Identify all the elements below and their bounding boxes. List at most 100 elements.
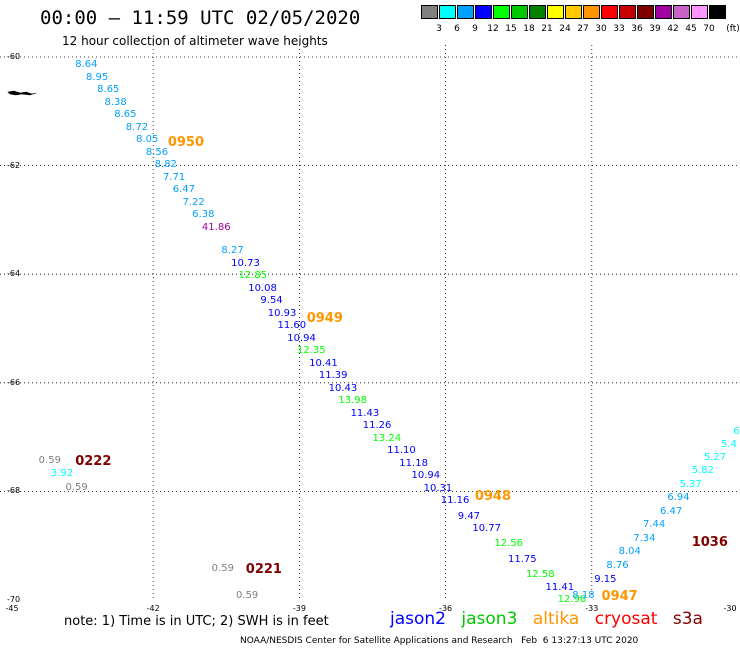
colorbar-swatch xyxy=(493,5,510,19)
colorbar-swatch xyxy=(529,5,546,19)
colorbar-label: 15 xyxy=(505,24,517,34)
wave-height-value: 5.37 xyxy=(679,478,702,490)
wave-height-value: 9.47 xyxy=(457,511,481,522)
wave-height-value: 7.22 xyxy=(182,196,205,208)
colorbar-label: 6 xyxy=(454,24,460,34)
longitude-label: -36 xyxy=(439,604,453,613)
longitude-label: -33 xyxy=(585,604,599,613)
wave-height-value: 7.44 xyxy=(642,519,666,531)
longitude-label: -42 xyxy=(146,604,160,613)
wave-height-value: 9.54 xyxy=(260,295,283,307)
wave-height-value: 11.75 xyxy=(507,554,537,566)
wave-height-value: 6 xyxy=(733,426,740,438)
colorbar-swatch xyxy=(691,5,708,19)
colorbar-swatch xyxy=(547,5,564,19)
wave-height-value: 10.73 xyxy=(231,257,260,269)
wave-height-value: 7.71 xyxy=(162,171,186,183)
wave-height-value: 12.58 xyxy=(526,568,555,580)
pass-time-label: 0947 xyxy=(601,589,638,605)
wave-height-value: 8.18 xyxy=(572,590,595,602)
wave-height-value: 11.43 xyxy=(350,407,380,419)
latitude-label: -60 xyxy=(7,52,21,61)
latitude-label: -64 xyxy=(7,269,21,279)
colorbar-swatch xyxy=(421,5,438,19)
wave-height-value: 9.15 xyxy=(594,573,617,585)
longitude-label: -30 xyxy=(723,604,737,613)
wave-height-value: 10.94 xyxy=(287,332,316,344)
legend-cryosat: cryosat xyxy=(594,609,658,629)
colorbar-swatch xyxy=(511,5,528,19)
wave-height-value: 11.60 xyxy=(277,320,307,332)
pass-time-label: 0948 xyxy=(474,488,512,504)
wave-height-value: 8.27 xyxy=(221,245,244,257)
pass-time-label: 0950 xyxy=(167,134,204,150)
colorbar-swatch xyxy=(583,5,600,19)
wave-height-value: 10.77 xyxy=(472,523,502,535)
latitude-label: -70 xyxy=(7,595,21,604)
colorbar-swatch xyxy=(457,5,474,19)
wave-height-value: 6.94 xyxy=(667,492,690,503)
colorbar-label: 12 xyxy=(487,24,499,34)
wave-height-value: 8.72 xyxy=(125,121,149,133)
wave-height-value: 6.47 xyxy=(172,184,195,196)
units-note: note: 1) Time is in UTC; 2) SWH is in fe… xyxy=(64,614,329,629)
colorbar-swatch xyxy=(439,5,456,19)
wave-height-value: 11.18 xyxy=(399,457,428,469)
wave-height-value: 0.59 xyxy=(211,563,234,575)
wave-height-value: 11.41 xyxy=(545,582,575,594)
wave-height-value: 10.93 xyxy=(267,307,297,319)
legend-jason3: jason3 xyxy=(461,609,518,629)
colorbar-swatch xyxy=(637,5,654,19)
wave-height-value: 10.43 xyxy=(328,382,358,394)
wave-height-value: 5.82 xyxy=(691,465,714,477)
wave-height-value: 8.65 xyxy=(97,84,120,96)
graticule xyxy=(0,45,740,600)
footer-credit: NOAA/NESDIS Center for Satellite Applica… xyxy=(240,636,639,646)
wave-height-value: 5.4 xyxy=(720,438,737,450)
colorbar-units: (ft) xyxy=(726,24,740,34)
wave-height-value: 8.38 xyxy=(104,96,127,108)
wave-height-value: 10.08 xyxy=(248,282,277,294)
pass-time-label: 0221 xyxy=(245,562,282,578)
wave-height-value: 8.56 xyxy=(145,146,169,158)
colorbar-swatch xyxy=(709,5,726,19)
wave-height-value: 5.27 xyxy=(703,451,727,463)
coastline xyxy=(7,90,37,96)
pass-time-label: 0949 xyxy=(306,311,343,327)
colorbar-swatch xyxy=(619,5,636,19)
wave-height-value: 8.04 xyxy=(618,546,641,558)
wave-height-value: 12.85 xyxy=(238,270,268,282)
wave-height-value: 12.35 xyxy=(296,345,326,357)
colorbar-label: 3 xyxy=(436,24,442,34)
latitude-label: -68 xyxy=(7,486,21,496)
colorbar-swatch xyxy=(673,5,690,19)
colorbar-swatch xyxy=(601,5,618,19)
wave-height-value: 0.59 xyxy=(65,481,88,493)
colorbar-label: 45 xyxy=(685,24,697,34)
wave-height-value: 6.38 xyxy=(192,209,215,221)
wave-height-value: 10.94 xyxy=(411,470,441,482)
colorbar-label: 9 xyxy=(472,24,478,34)
satellite-legend: jason2 jason3 altika cryosat s3a xyxy=(390,609,713,629)
wave-height-value: 12.56 xyxy=(494,538,523,550)
colorbar-label: 24 xyxy=(559,24,571,34)
map-title: 00:00 – 11:59 UTC 02/05/2020 xyxy=(40,7,361,29)
wave-height-value: 11.10 xyxy=(387,445,416,457)
colorbar-label: 21 xyxy=(541,24,553,34)
colorbar-label: 18 xyxy=(523,24,535,34)
latitude-label: -66 xyxy=(7,377,21,387)
latitude-label: -62 xyxy=(7,160,21,170)
wave-height-value: 8.76 xyxy=(606,560,629,572)
colorbar-label: 33 xyxy=(613,24,625,34)
wave-height-value: 8.65 xyxy=(114,109,137,121)
colorbar-label: 70 xyxy=(703,24,715,34)
wave-height-value: 0.59 xyxy=(236,590,259,602)
map-subtitle: 12 hour collection of altimeter wave hei… xyxy=(62,34,328,48)
colorbar-swatch xyxy=(475,5,492,19)
colorbar-swatch xyxy=(565,5,582,19)
wave-height-value: 3.92 xyxy=(50,468,74,480)
wave-height-value: 10.41 xyxy=(309,357,338,369)
legend-jason2: jason2 xyxy=(390,609,446,629)
pass-time-label: 0222 xyxy=(75,453,112,469)
